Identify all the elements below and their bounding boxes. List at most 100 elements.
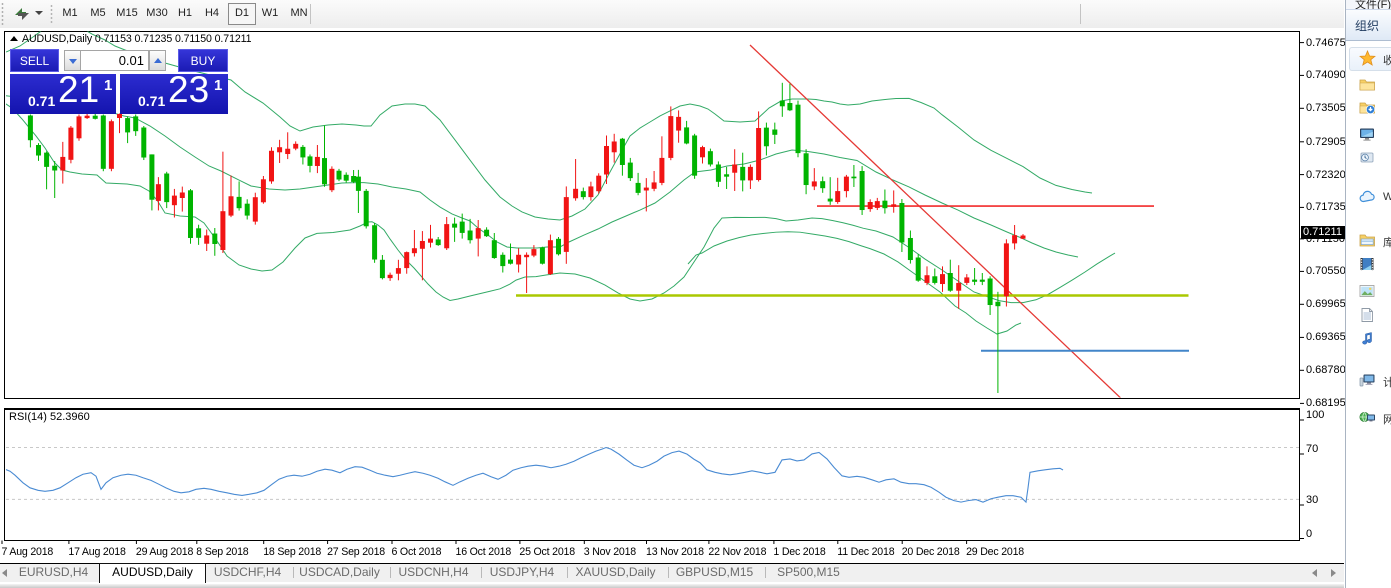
- price-label: 0.69365: [1306, 331, 1346, 344]
- tab-scroll-right-icon[interactable]: [1331, 569, 1336, 577]
- one-click-trading-panel: SELL 0.01 BUY 0.71 21 1 0.71 23 1: [10, 49, 228, 114]
- lot-decrease-button[interactable]: [64, 50, 81, 71]
- candle-body: [604, 145, 609, 175]
- candle-body: [244, 203, 250, 216]
- cloud-drive-icon: [1359, 190, 1375, 203]
- date-label: 16 Oct 2018: [455, 546, 512, 558]
- explorer-item[interactable]: W: [1359, 189, 1391, 206]
- chart-periods-icon[interactable]: [12, 5, 32, 23]
- candle-body: [188, 190, 193, 238]
- explorer-item[interactable]: [1359, 331, 1391, 348]
- timeframe-w1[interactable]: W1: [261, 7, 279, 19]
- lot-size-input[interactable]: 0.01: [80, 50, 149, 71]
- candle-body: [314, 156, 320, 166]
- candle-body: [293, 143, 299, 149]
- explorer-item[interactable]: 收: [1359, 49, 1391, 67]
- chart-tab-xauusd[interactable]: XAUUSD,Daily: [575, 565, 656, 579]
- candle-body: [196, 228, 202, 238]
- price-label: 0.68780: [1306, 364, 1346, 377]
- explorer-item[interactable]: 计: [1359, 372, 1391, 389]
- explorer-item-label: 收: [1383, 55, 1391, 67]
- trendline-descending[interactable]: [749, 44, 1128, 405]
- chart-tab-audusd[interactable]: AUDUSD,Daily: [99, 563, 206, 583]
- candle-body: [444, 224, 450, 249]
- recent-places-icon: [1360, 152, 1374, 163]
- candle-body: [44, 152, 50, 167]
- tab-scroll-left-icon[interactable]: [1312, 569, 1317, 577]
- price-pane-content: [6, 31, 1189, 405]
- explorer-item[interactable]: [1359, 76, 1391, 93]
- explorer-item[interactable]: [1359, 149, 1391, 166]
- tab-separator: [567, 567, 568, 578]
- chart-tab-usdchf[interactable]: USDCHF,H4: [213, 565, 282, 579]
- chart-tab-usdcnh[interactable]: USDCNH,H4: [398, 565, 469, 579]
- candle-body: [36, 144, 41, 156]
- tab-scroll-left-icon[interactable]: [2, 569, 7, 577]
- date-label: 25 Oct 2018: [519, 546, 575, 558]
- explorer-item[interactable]: [1359, 307, 1391, 324]
- price-label: 0.74090: [1306, 69, 1346, 82]
- timeframe-m15[interactable]: M15: [116, 7, 138, 19]
- buy-button[interactable]: BUY: [178, 49, 228, 72]
- sell-price[interactable]: 0.71 21 1: [10, 69, 116, 114]
- timeframe-h1[interactable]: H1: [177, 7, 193, 19]
- candle-body: [772, 129, 778, 135]
- timeframe-m5[interactable]: M5: [90, 7, 106, 19]
- folder-download-icon: [1359, 102, 1376, 115]
- explorer-item[interactable]: 库: [1359, 232, 1391, 249]
- timeframe-d1[interactable]: D1: [228, 3, 256, 25]
- organize-button[interactable]: 组织: [1355, 19, 1380, 33]
- chart-tab-usdcad[interactable]: USDCAD,Daily: [299, 565, 380, 579]
- folder-library-icon: [1359, 234, 1375, 247]
- sell-button[interactable]: SELL: [10, 49, 59, 72]
- price-label: 0.74675: [1306, 36, 1346, 49]
- date-label: 27 Sep 2018: [327, 546, 385, 558]
- timeframe-h4[interactable]: H4: [204, 7, 220, 19]
- chart-tab-sp500[interactable]: SP500,M15: [777, 565, 840, 579]
- explorer-menu-file[interactable]: 文件(F): [1346, 0, 1391, 11]
- explorer-item[interactable]: [1359, 283, 1391, 300]
- timeframe-mn[interactable]: MN: [290, 7, 308, 19]
- explorer-item-label: W: [1383, 191, 1391, 203]
- chart-tab-usdjpy[interactable]: USDJPY,H4: [489, 565, 555, 579]
- chevron-down-icon[interactable]: [35, 11, 43, 15]
- tab-separator: [293, 567, 294, 578]
- candle-body: [355, 176, 361, 191]
- chart-canvas[interactable]: [0, 28, 1344, 588]
- explorer-item[interactable]: [1359, 126, 1391, 143]
- explorer-item[interactable]: 网: [1359, 409, 1391, 426]
- explorer-item[interactable]: [1359, 256, 1391, 273]
- explorer-item[interactable]: [1359, 99, 1391, 116]
- candle-body: [907, 237, 913, 261]
- candle-body: [260, 179, 266, 203]
- chart-tab-gbpusd[interactable]: GBPUSD,M15: [675, 565, 754, 579]
- candle-body: [220, 211, 226, 251]
- candle-body: [212, 233, 218, 244]
- candle-body: [236, 196, 242, 209]
- timeframe-m30[interactable]: M30: [146, 7, 168, 19]
- candle-body: [635, 182, 641, 193]
- price-label: 0.69965: [1306, 298, 1346, 311]
- candle-body: [747, 166, 753, 181]
- candle-body: [676, 116, 682, 131]
- candle-body: [531, 249, 537, 256]
- chart-tab-eurusd[interactable]: EURUSD,H4: [18, 565, 89, 579]
- date-label: 18 Sep 2018: [263, 546, 322, 558]
- timeframe-m1[interactable]: M1: [62, 7, 78, 19]
- bollinger-upper: [6, 31, 1093, 221]
- candle-body: [563, 197, 569, 252]
- candle-body: [732, 164, 738, 173]
- price-label: 0.72320: [1306, 168, 1346, 181]
- buy-price-big: 23: [168, 69, 210, 110]
- candle-body: [52, 165, 58, 171]
- candle-body: [343, 174, 349, 181]
- candle-body: [803, 153, 809, 186]
- sell-price-big: 21: [58, 69, 100, 110]
- chart-collapse-arrow-icon[interactable]: [10, 35, 18, 41]
- date-label: 3 Nov 2018: [583, 546, 636, 558]
- buy-price[interactable]: 0.71 23 1: [120, 69, 228, 114]
- candle-body: [92, 115, 98, 119]
- pictures-icon: [1359, 285, 1375, 297]
- lot-increase-button[interactable]: [149, 50, 166, 71]
- candle-body: [843, 176, 849, 192]
